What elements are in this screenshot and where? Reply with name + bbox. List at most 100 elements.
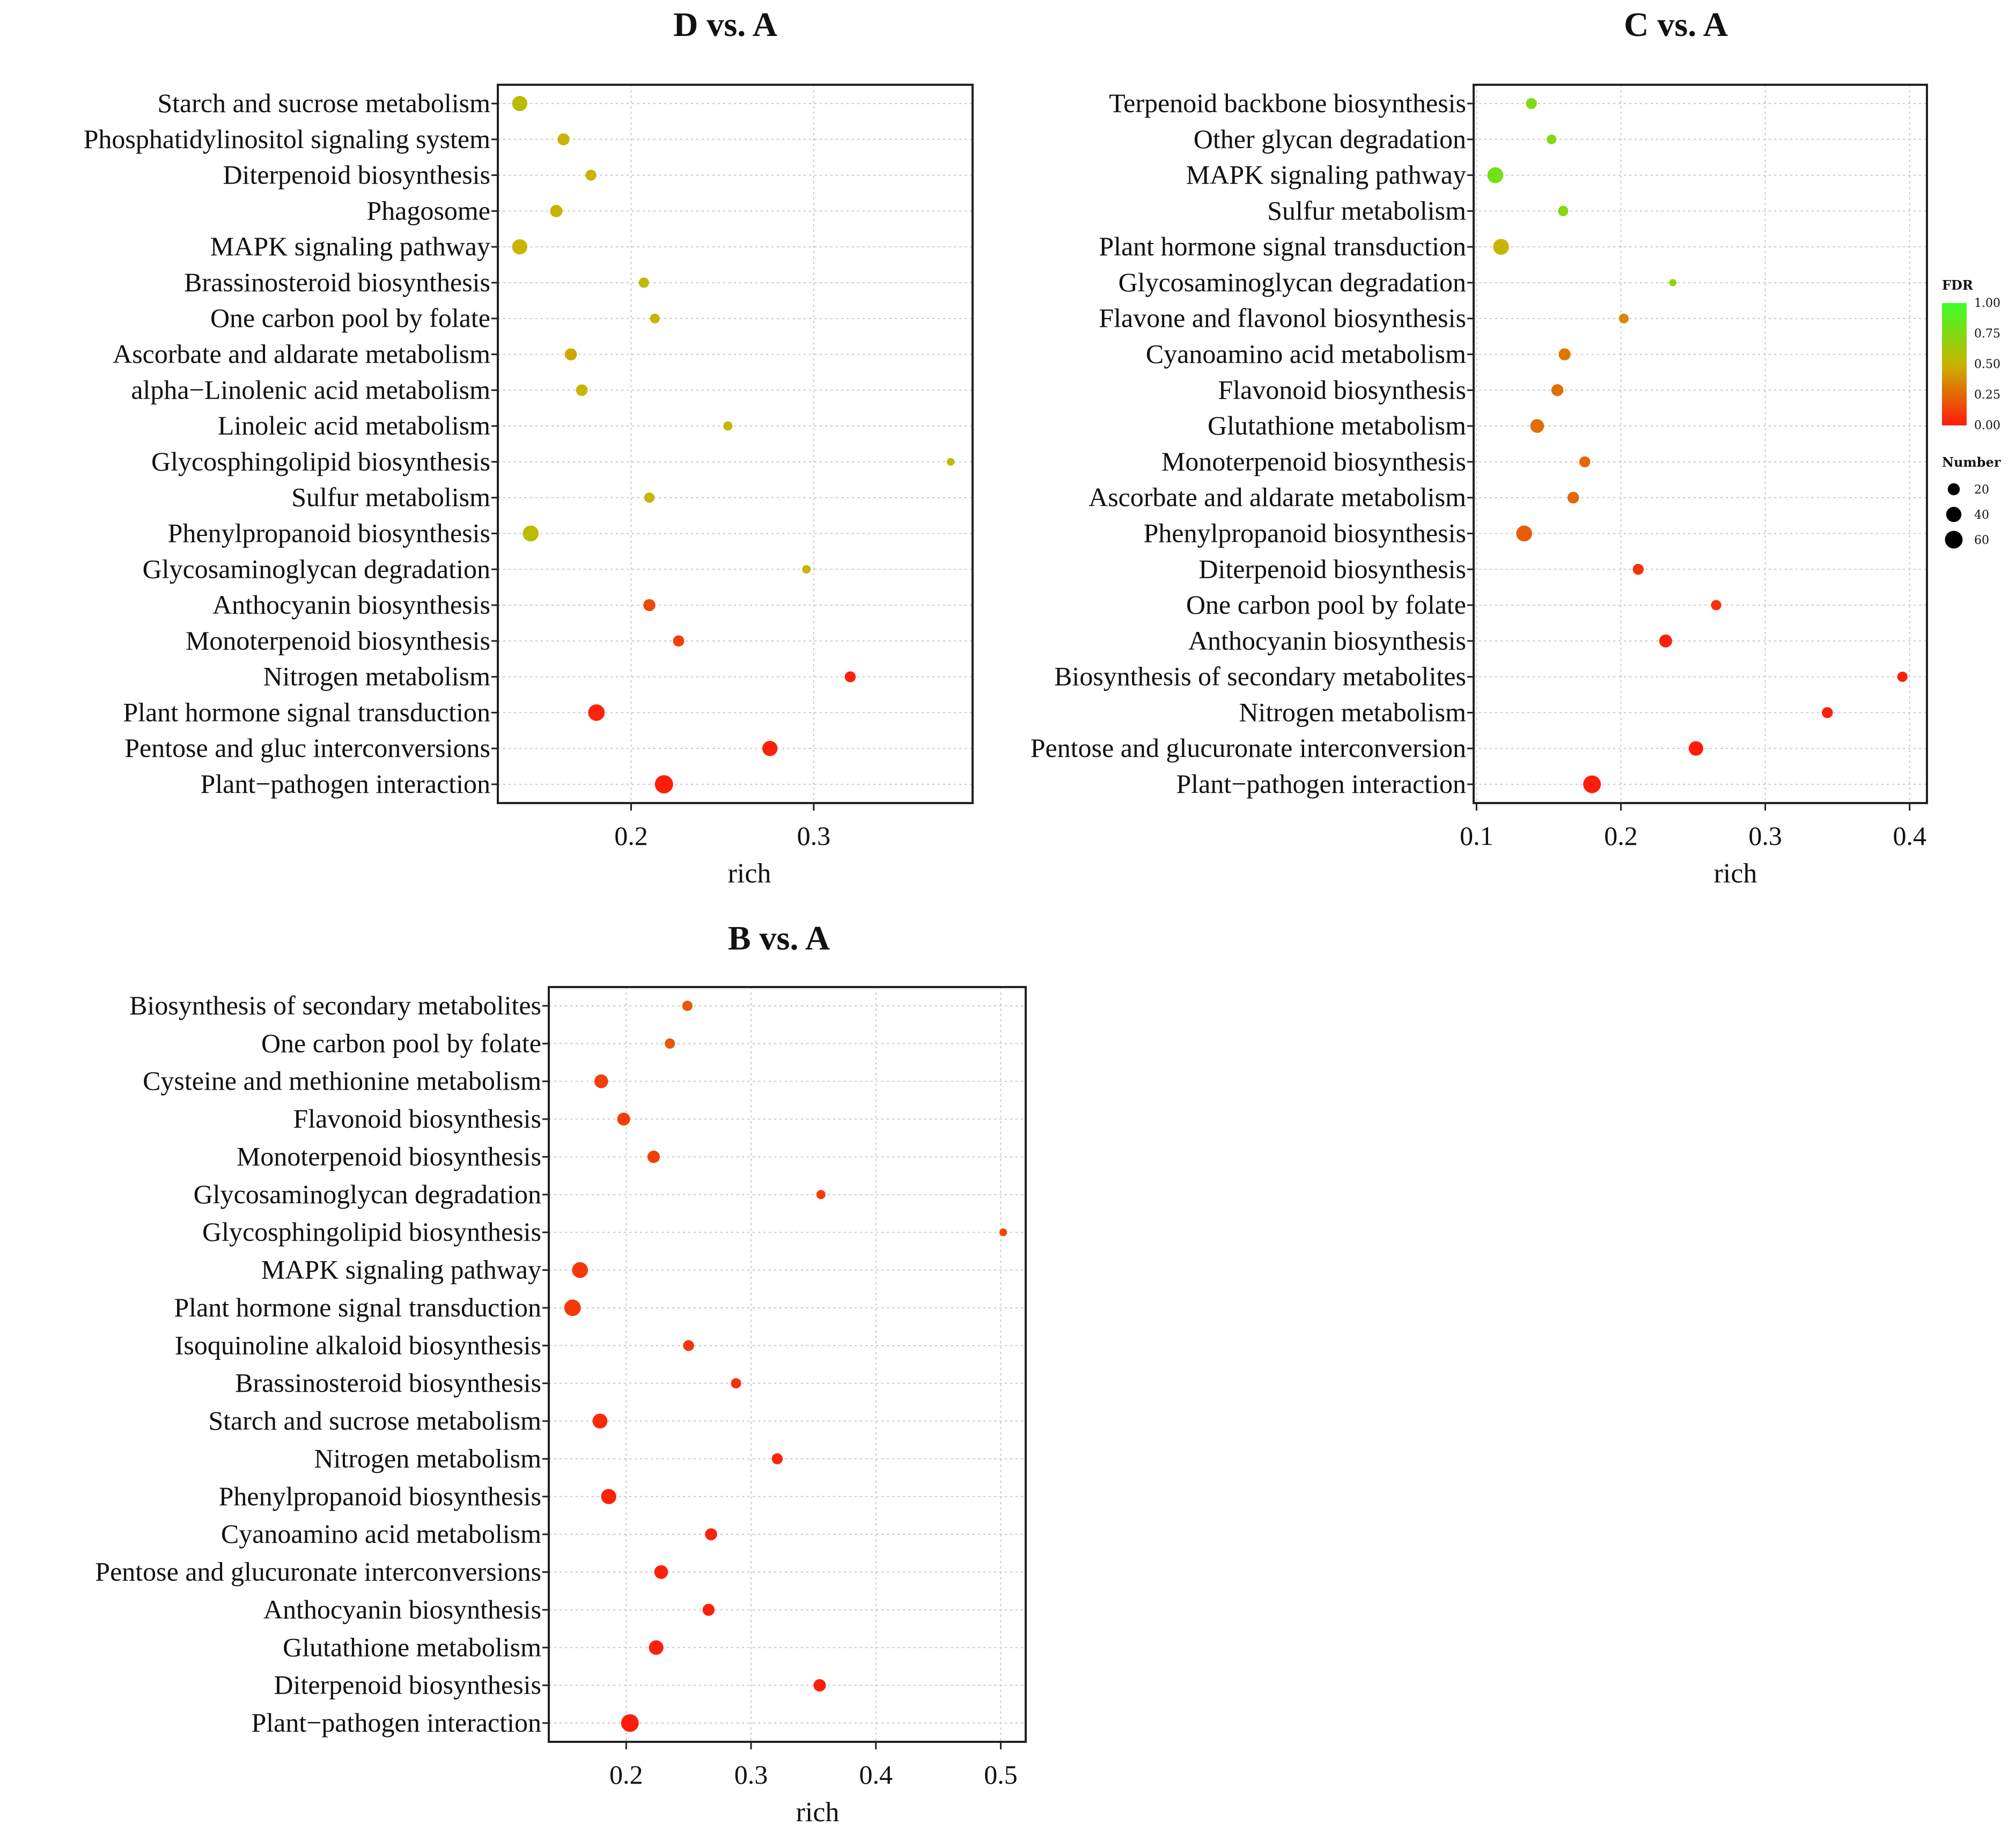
category-label: Glycosaminoglycan degradation <box>143 554 490 584</box>
category-label: Starch and sucrose metabolism <box>208 1405 541 1436</box>
data-point <box>844 671 856 682</box>
number-legend-title: Number <box>1942 454 2001 470</box>
plot-frame <box>497 84 974 804</box>
plot-area: 0.2 0.3 Starch and sucrose metabolism Phosp… <box>84 84 974 851</box>
data-point <box>999 1228 1007 1237</box>
panel-title: C vs. A <box>1624 5 1728 43</box>
category-label: Phenylpropanoid biosynthesis <box>1144 518 1466 548</box>
data-point <box>702 1603 715 1616</box>
data-point <box>1493 239 1509 255</box>
data-point <box>512 95 528 112</box>
data-point <box>1632 564 1644 575</box>
category-label: Linoleic acid metabolism <box>218 410 490 440</box>
data-point <box>564 1299 581 1316</box>
data-point <box>638 277 649 288</box>
data-point <box>1669 279 1677 286</box>
x-tick-label: 0.5 <box>984 1760 1018 1790</box>
data-point <box>802 565 811 574</box>
category-label: Other glycan degradation <box>1194 124 1466 154</box>
data-point <box>816 1190 826 1199</box>
x-tick-label: 0.3 <box>734 1760 768 1790</box>
category-label: Brassinosteroid biosynthesis <box>184 267 490 297</box>
x-axis-label: rich <box>1714 858 1757 889</box>
number-legend-label: 60 <box>1974 534 1989 547</box>
category-label: Plant−pathogen interaction <box>200 769 490 799</box>
number-legend-label: 20 <box>1974 483 1989 497</box>
number-size-legend: 20 40 60 <box>1945 483 1989 549</box>
data-point <box>705 1528 717 1541</box>
data-point <box>588 704 605 721</box>
data-point <box>1822 707 1833 718</box>
category-label: Anthocyanin biosynthesis <box>263 1594 541 1624</box>
fdr-tick-label: 0.25 <box>1974 388 2000 402</box>
category-label: Flavonoid biosynthesis <box>1218 374 1466 404</box>
data-point <box>654 775 673 793</box>
x-tick-label: 0.4 <box>1893 821 1926 851</box>
category-label: alpha−Linolenic acid metabolism <box>131 374 490 404</box>
plot-frame <box>548 986 1027 1743</box>
data-point <box>665 1038 675 1049</box>
data-point <box>1659 634 1672 647</box>
number-legend-label: 40 <box>1974 509 1989 522</box>
category-label: Nitrogen metabolism <box>314 1443 541 1473</box>
x-axis-label: rich <box>796 1797 840 1828</box>
data-point <box>617 1113 630 1126</box>
data-point <box>1711 600 1721 610</box>
data-point <box>1897 672 1908 682</box>
panel-b-vs-a: B vs. A 0.2 0.3 0.4 0.5 Biosynthesis of seco… <box>95 919 1027 1828</box>
panel-title: D vs. A <box>673 5 777 43</box>
category-label: Biosynthesis of secondary metabolites <box>1054 661 1466 691</box>
x-tick-label: 0.4 <box>859 1760 893 1790</box>
category-label: MAPK signaling pathway <box>261 1255 541 1285</box>
fdr-tick-label: 1.00 <box>1974 297 2000 310</box>
category-label: Phenylpropanoid biosynthesis <box>219 1481 541 1511</box>
number-legend-dot <box>1947 483 1960 496</box>
category-label: Plant hormone signal transduction <box>174 1292 541 1322</box>
category-label: Cysteine and methionine metabolism <box>143 1066 541 1096</box>
category-label: Brassinosteroid biosynthesis <box>235 1368 541 1398</box>
category-label: Plant hormone signal transduction <box>1099 231 1466 261</box>
category-label: Cyanoamino acid metabolism <box>1146 339 1466 369</box>
data-point <box>771 1453 783 1464</box>
panel-title: B vs. A <box>728 919 830 957</box>
data-point <box>1551 384 1564 396</box>
x-tick-label: 0.3 <box>797 821 831 851</box>
category-label: Glutathione metabolism <box>1208 410 1466 440</box>
category-label: Diterpenoid biosynthesis <box>223 160 490 190</box>
panel-d-vs-a: D vs. A 0.2 0.3 Starch and sucrose metabol… <box>84 5 974 889</box>
category-label: Biosynthesis of secondary metabolites <box>129 990 541 1020</box>
category-label: Plant−pathogen interaction <box>251 1707 541 1738</box>
data-point <box>572 1262 588 1278</box>
fdr-color-bar <box>1942 303 1967 425</box>
category-label: Isoquinoline alkaloid biosynthesis <box>175 1330 541 1360</box>
x-tick-label: 0.2 <box>1604 821 1638 851</box>
data-point <box>1526 98 1537 109</box>
data-point <box>1688 741 1703 756</box>
x-tick-label: 0.2 <box>609 1760 643 1790</box>
data-point <box>1618 313 1629 323</box>
data-point <box>576 384 588 396</box>
data-point <box>601 1489 616 1504</box>
category-label: One carbon pool by folate <box>1186 590 1466 620</box>
data-point <box>654 1565 668 1579</box>
data-point <box>673 635 685 647</box>
data-point <box>649 1640 664 1655</box>
data-point <box>682 1000 693 1011</box>
category-label: Phenylpropanoid biosynthesis <box>168 518 490 548</box>
data-point <box>550 204 563 217</box>
category-label: Diterpenoid biosynthesis <box>1198 554 1466 584</box>
category-label: Nitrogen metabolism <box>1239 697 1466 727</box>
data-point <box>1567 491 1579 504</box>
category-label: Anthocyanin biosynthesis <box>1188 625 1466 656</box>
data-point <box>723 421 733 431</box>
data-point <box>1516 525 1533 542</box>
category-label: Nitrogen metabolism <box>263 661 490 691</box>
category-label: Ascorbate and aldarate metabolism <box>113 339 490 369</box>
plot-area: 0.2 0.3 0.4 0.5 Biosynthesis of secondary me… <box>95 986 1027 1790</box>
data-point <box>512 239 528 255</box>
category-label: Plant hormone signal transduction <box>123 697 490 727</box>
data-point <box>1558 348 1571 360</box>
data-point <box>731 1378 741 1389</box>
number-legend-dot <box>1946 506 1962 522</box>
